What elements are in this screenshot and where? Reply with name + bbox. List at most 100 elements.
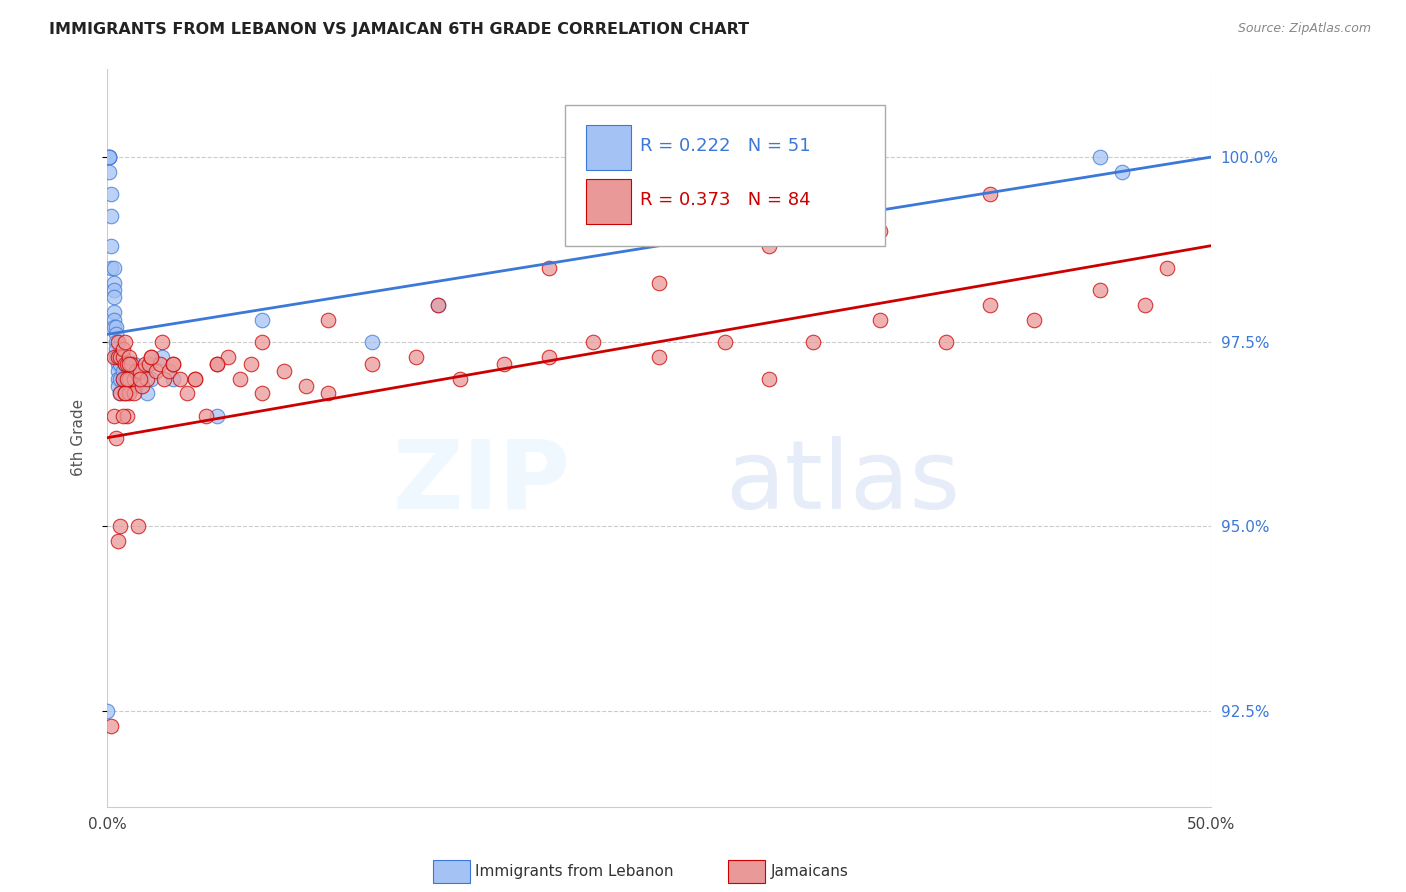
- Point: [129, 372, 152, 386]
- Point: [118, 350, 141, 364]
- Point: [141, 350, 163, 364]
- Point: [135, 372, 157, 386]
- Point: [176, 386, 198, 401]
- Point: [98, 150, 121, 164]
- Point: [427, 298, 450, 312]
- Point: [100, 187, 122, 202]
- Point: [110, 357, 132, 371]
- Text: Source: ZipAtlas.com: Source: ZipAtlas.com: [1237, 22, 1371, 36]
- Point: [239, 357, 262, 371]
- Point: [115, 409, 138, 423]
- Point: [135, 386, 157, 401]
- Point: [184, 372, 207, 386]
- Point: [103, 312, 125, 326]
- Text: Jamaicans: Jamaicans: [770, 864, 848, 879]
- Point: [869, 224, 891, 238]
- Point: [98, 165, 121, 179]
- Point: [250, 386, 273, 401]
- Point: [361, 334, 384, 349]
- Point: [100, 209, 122, 223]
- Point: [162, 372, 184, 386]
- Point: [162, 357, 184, 371]
- Point: [1090, 150, 1112, 164]
- Point: [494, 357, 516, 371]
- Point: [120, 357, 142, 371]
- Point: [107, 534, 129, 549]
- Point: [758, 239, 780, 253]
- Point: [714, 334, 737, 349]
- Point: [145, 364, 167, 378]
- Point: [207, 357, 229, 371]
- Point: [122, 372, 145, 386]
- Point: [98, 150, 121, 164]
- Point: [103, 276, 125, 290]
- Point: [100, 239, 122, 253]
- Point: [111, 372, 134, 386]
- Point: [104, 350, 127, 364]
- Point: [114, 357, 136, 371]
- Point: [449, 372, 471, 386]
- Point: [405, 350, 427, 364]
- Point: [648, 276, 671, 290]
- Point: [129, 364, 152, 378]
- Point: [103, 409, 125, 423]
- Point: [648, 350, 671, 364]
- Point: [104, 334, 127, 349]
- Point: [1133, 298, 1156, 312]
- Y-axis label: 6th Grade: 6th Grade: [72, 400, 86, 476]
- Point: [111, 342, 134, 356]
- Point: [153, 372, 176, 386]
- Point: [250, 334, 273, 349]
- Point: [100, 260, 122, 275]
- Point: [114, 372, 136, 386]
- Point: [122, 357, 145, 371]
- Text: IMMIGRANTS FROM LEBANON VS JAMAICAN 6TH GRADE CORRELATION CHART: IMMIGRANTS FROM LEBANON VS JAMAICAN 6TH …: [49, 22, 749, 37]
- Point: [96, 704, 118, 718]
- Point: [582, 334, 605, 349]
- Point: [104, 431, 127, 445]
- Point: [537, 350, 560, 364]
- Point: [869, 312, 891, 326]
- Point: [111, 364, 134, 378]
- Point: [157, 364, 180, 378]
- Point: [98, 150, 121, 164]
- Text: R = 0.222   N = 51: R = 0.222 N = 51: [640, 137, 811, 155]
- Point: [138, 357, 160, 371]
- Point: [103, 283, 125, 297]
- Point: [115, 372, 138, 386]
- Point: [979, 187, 1001, 202]
- FancyBboxPatch shape: [586, 179, 631, 224]
- Point: [103, 260, 125, 275]
- Point: [111, 350, 134, 364]
- Point: [110, 386, 132, 401]
- Point: [111, 372, 134, 386]
- Point: [1024, 312, 1046, 326]
- Point: [207, 409, 229, 423]
- Point: [141, 372, 163, 386]
- Point: [110, 386, 132, 401]
- Text: R = 0.373   N = 84: R = 0.373 N = 84: [640, 191, 811, 209]
- Point: [134, 357, 156, 371]
- Point: [103, 350, 125, 364]
- Point: [110, 350, 132, 364]
- Point: [107, 364, 129, 378]
- Point: [361, 357, 384, 371]
- Point: [150, 334, 173, 349]
- Point: [110, 519, 132, 533]
- FancyBboxPatch shape: [586, 126, 631, 170]
- Point: [149, 357, 172, 371]
- Point: [98, 150, 121, 164]
- Point: [758, 372, 780, 386]
- Point: [118, 386, 141, 401]
- Point: [122, 386, 145, 401]
- Point: [979, 298, 1001, 312]
- Point: [1090, 283, 1112, 297]
- Point: [100, 719, 122, 733]
- Point: [120, 372, 142, 386]
- Point: [250, 312, 273, 326]
- Point: [150, 350, 173, 364]
- Point: [131, 379, 153, 393]
- Point: [103, 305, 125, 319]
- Point: [104, 327, 127, 342]
- Point: [803, 334, 825, 349]
